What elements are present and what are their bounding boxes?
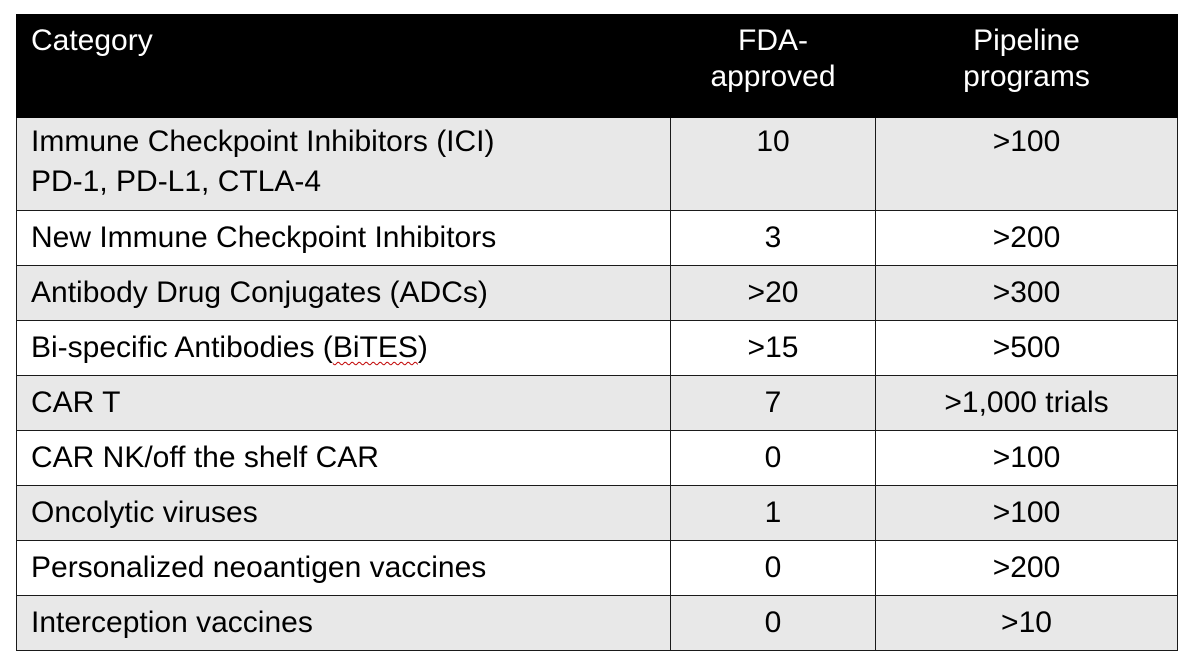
category-cell: New Immune Checkpoint Inhibitors (16, 210, 671, 266)
header-pipeline-programs: Pipeline programs (875, 14, 1178, 118)
pipeline-cell: >500 (875, 320, 1178, 376)
table-row: Personalized neoantigen vaccines 0 >200 (16, 540, 1178, 596)
fda-approved-cell: 7 (670, 375, 876, 431)
fda-approved-cell: 1 (670, 485, 876, 541)
pipeline-cell: >100 (875, 430, 1178, 486)
pipeline-cell: >1,000 trials (875, 375, 1178, 431)
category-cell: Oncolytic viruses (16, 485, 671, 541)
category-cell: Bi-specific Antibodies (BiTES) (16, 320, 671, 376)
header-category-label: Category (31, 24, 153, 57)
pipeline-cell: >100 (875, 485, 1178, 541)
fda-approved-cell: 0 (670, 540, 876, 596)
data-table: Category FDA- approved Pipeline programs… (16, 14, 1178, 651)
header-fda-line1: FDA- (738, 24, 808, 57)
category-subtitle: PD-1, PD-L1, CTLA-4 (31, 165, 322, 198)
table-header-row: Category FDA- approved Pipeline programs (16, 14, 1178, 118)
fda-approved-cell: 3 (670, 210, 876, 266)
table-row: Interception vaccines 0 >10 (16, 595, 1178, 651)
header-pipeline-line1: Pipeline (973, 24, 1080, 57)
category-label-suffix: ) (417, 331, 428, 364)
pipeline-cell: >100 (875, 117, 1178, 211)
table-row: CAR T 7 >1,000 trials (16, 375, 1178, 431)
pipeline-cell: >10 (875, 595, 1178, 651)
category-cell: Interception vaccines (16, 595, 671, 651)
table-row: Bi-specific Antibodies (BiTES) >15 >500 (16, 320, 1178, 376)
fda-approved-cell: >15 (670, 320, 876, 376)
pipeline-cell: >300 (875, 265, 1178, 321)
table-row: CAR NK/off the shelf CAR 0 >100 (16, 430, 1178, 486)
header-category: Category (16, 14, 671, 118)
category-cell: CAR NK/off the shelf CAR (16, 430, 671, 486)
table-row: Oncolytic viruses 1 >100 (16, 485, 1178, 541)
header-pipeline-line2: programs (963, 60, 1090, 93)
category-cell: CAR T (16, 375, 671, 431)
header-fda-approved: FDA- approved (670, 14, 876, 118)
spellcheck-flagged-word: BiTES (332, 331, 418, 364)
fda-approved-cell: >20 (670, 265, 876, 321)
pipeline-cell: >200 (875, 540, 1178, 596)
fda-approved-cell: 0 (670, 595, 876, 651)
table-container: Category FDA- approved Pipeline programs… (16, 14, 1178, 651)
pipeline-cell: >200 (875, 210, 1178, 266)
fda-approved-cell: 0 (670, 430, 876, 486)
category-cell: Immune Checkpoint Inhibitors (ICI) PD-1,… (16, 117, 671, 211)
table-row: Antibody Drug Conjugates (ADCs) >20 >300 (16, 265, 1178, 321)
category-cell: Antibody Drug Conjugates (ADCs) (16, 265, 671, 321)
table-row: New Immune Checkpoint Inhibitors 3 >200 (16, 210, 1178, 266)
category-label: Immune Checkpoint Inhibitors (ICI) (31, 125, 495, 158)
header-fda-line2: approved (710, 60, 836, 93)
table-row: Immune Checkpoint Inhibitors (ICI) PD-1,… (16, 117, 1178, 211)
category-label-prefix: Bi-specific Antibodies ( (31, 331, 333, 364)
category-cell: Personalized neoantigen vaccines (16, 540, 671, 596)
fda-approved-cell: 10 (670, 117, 876, 211)
